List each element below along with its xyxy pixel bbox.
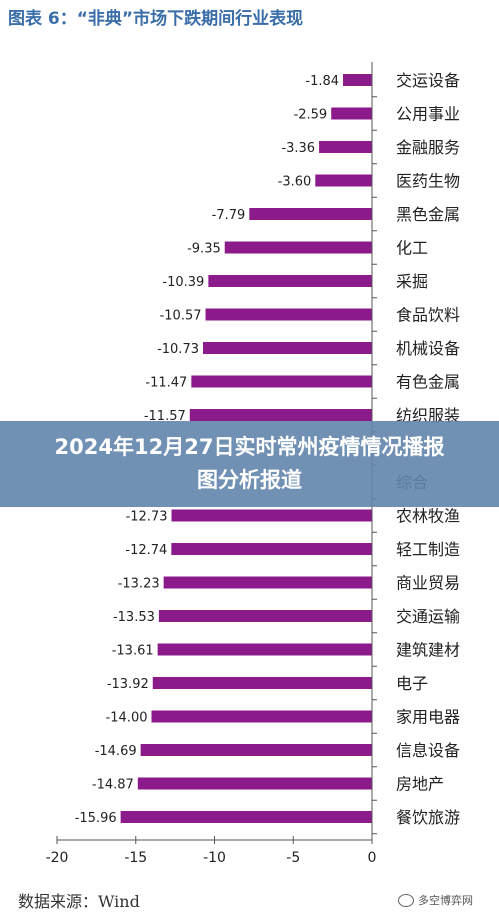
value-label: -3.60 bbox=[278, 175, 312, 190]
bar bbox=[157, 643, 372, 656]
value-label: -9.35 bbox=[187, 242, 221, 257]
bar bbox=[249, 208, 372, 220]
category-label: 有色金属 bbox=[396, 373, 460, 392]
value-label: -7.79 bbox=[212, 208, 246, 223]
bar bbox=[319, 141, 372, 153]
value-label: -13.61 bbox=[112, 644, 154, 659]
value-label: -1.84 bbox=[305, 74, 339, 89]
bar bbox=[205, 308, 372, 321]
bar bbox=[163, 576, 372, 589]
bar bbox=[191, 375, 372, 388]
bar bbox=[137, 777, 372, 790]
bar bbox=[140, 744, 372, 756]
value-label: -13.53 bbox=[113, 610, 155, 625]
bar bbox=[171, 509, 372, 522]
value-label: -13.23 bbox=[118, 577, 160, 592]
category-label: 轻工制造 bbox=[396, 540, 460, 559]
value-label: -11.57 bbox=[144, 409, 186, 424]
value-label: -12.74 bbox=[125, 543, 167, 558]
wechat-icon bbox=[398, 893, 414, 907]
data-source: 数据来源：Wind bbox=[18, 892, 140, 911]
category-label: 食品饮料 bbox=[396, 306, 460, 325]
x-tick-label: 0 bbox=[368, 850, 377, 866]
bar bbox=[208, 275, 372, 287]
bar bbox=[151, 710, 372, 723]
bar bbox=[152, 677, 372, 689]
category-label: 化工 bbox=[396, 239, 428, 258]
x-tick-label: -15 bbox=[124, 850, 147, 866]
category-label: 商业贸易 bbox=[396, 574, 460, 593]
category-label: 采掘 bbox=[396, 272, 428, 291]
value-label: -3.36 bbox=[281, 141, 315, 156]
category-label: 纺织服装 bbox=[396, 406, 460, 425]
category-label: 交运设备 bbox=[396, 71, 460, 90]
bar bbox=[315, 174, 372, 187]
value-label: -14.00 bbox=[106, 711, 148, 726]
value-label: -14.87 bbox=[92, 778, 134, 793]
watermark-text: 多空博弈网 bbox=[418, 894, 473, 907]
title-overlay-banner: 2024年12月27日实时常州疫情情况播报图分析报道 bbox=[0, 421, 499, 507]
bar bbox=[224, 241, 372, 254]
x-tick-label: -5 bbox=[286, 850, 300, 866]
value-label: -10.73 bbox=[157, 342, 199, 357]
category-label: 金融服务 bbox=[396, 138, 460, 157]
value-label: -11.47 bbox=[145, 376, 187, 391]
watermark: 多空博弈网 bbox=[398, 892, 473, 908]
category-label: 机械设备 bbox=[396, 339, 460, 358]
category-label: 公用事业 bbox=[396, 105, 460, 124]
value-label: -10.57 bbox=[160, 309, 202, 324]
bar bbox=[343, 74, 372, 86]
bar bbox=[171, 543, 372, 555]
category-label: 餐饮旅游 bbox=[396, 808, 460, 827]
bar bbox=[331, 107, 372, 120]
category-label: 交通运输 bbox=[396, 607, 460, 626]
bar bbox=[158, 610, 372, 622]
value-label: -14.69 bbox=[95, 744, 137, 759]
category-label: 医药生物 bbox=[396, 172, 460, 191]
chart-title: 图表 6：“非典”市场下跌期间行业表现 bbox=[8, 9, 304, 29]
overlay-headline: 2024年12月27日实时常州疫情情况播报图分析报道 bbox=[54, 435, 445, 492]
category-label: 信息设备 bbox=[396, 741, 460, 760]
category-label: 电子 bbox=[396, 674, 428, 693]
value-label: -15.96 bbox=[75, 811, 117, 826]
category-label: 家用电器 bbox=[396, 708, 460, 727]
value-label: -12.73 bbox=[126, 510, 168, 525]
bar bbox=[203, 342, 372, 354]
category-label: 农林牧渔 bbox=[396, 507, 460, 526]
bar bbox=[120, 811, 372, 823]
value-label: -2.59 bbox=[294, 108, 328, 123]
bar bbox=[189, 409, 372, 421]
category-label: 黑色金属 bbox=[396, 205, 460, 224]
category-label: 房地产 bbox=[396, 775, 444, 794]
value-label: -10.39 bbox=[162, 275, 204, 290]
category-label: 建筑建材 bbox=[396, 641, 460, 660]
value-label: -13.92 bbox=[107, 677, 149, 692]
x-tick-label: -10 bbox=[203, 850, 226, 866]
x-tick-label: -20 bbox=[46, 850, 69, 866]
